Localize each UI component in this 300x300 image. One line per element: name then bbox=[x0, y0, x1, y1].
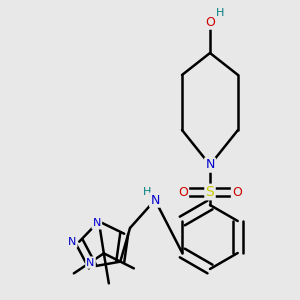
Text: O: O bbox=[232, 185, 242, 199]
Text: N: N bbox=[93, 218, 101, 228]
Text: H: H bbox=[216, 8, 224, 18]
Text: O: O bbox=[178, 185, 188, 199]
Text: N: N bbox=[205, 158, 215, 172]
Text: H: H bbox=[143, 187, 151, 197]
Text: O: O bbox=[205, 16, 215, 28]
Text: N: N bbox=[150, 194, 160, 206]
Text: N: N bbox=[68, 237, 76, 247]
Text: N: N bbox=[86, 258, 95, 268]
Text: S: S bbox=[206, 185, 214, 199]
